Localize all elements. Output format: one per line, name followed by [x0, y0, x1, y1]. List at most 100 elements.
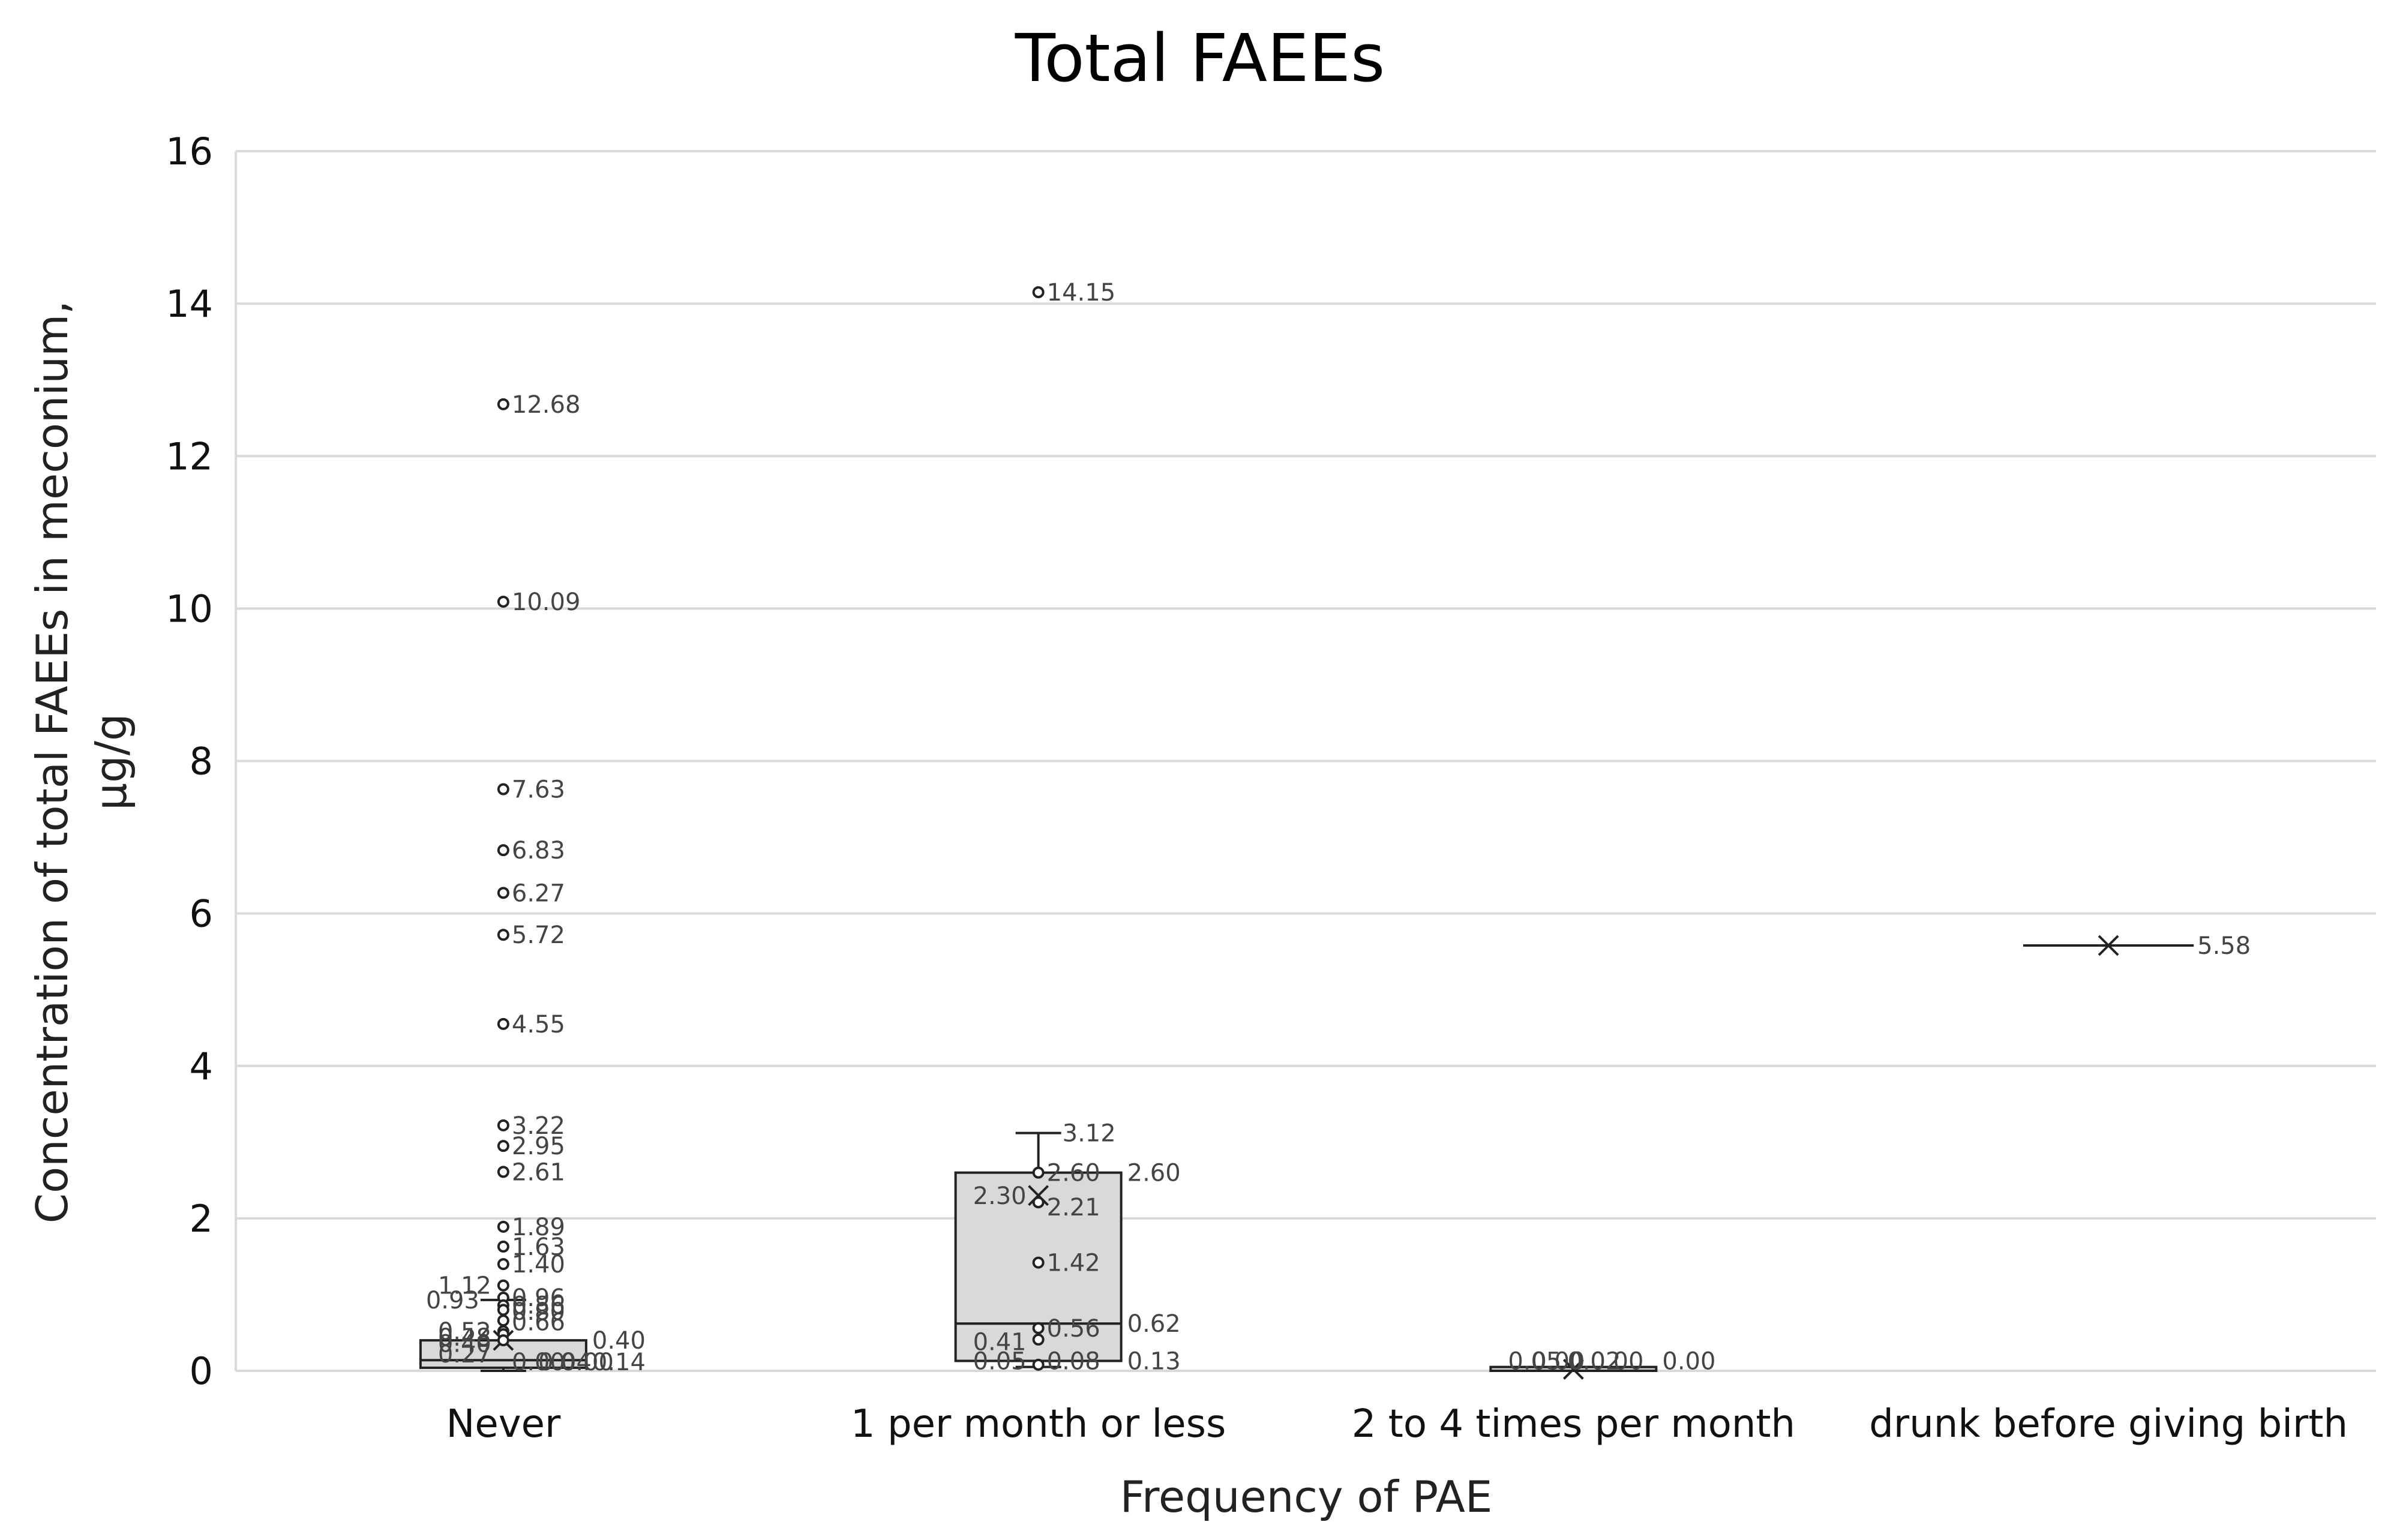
data-label: 0.00	[1662, 1347, 1715, 1375]
y-axis-title-line-1: Concentration of total FAEEs in meconium…	[27, 301, 77, 1223]
box-group: 14.15 3.12 2.60 2.60 2.30 2.21 1.42 0.62 0.56 0.4…	[954, 279, 1181, 1375]
data-label: 3.12	[1063, 1120, 1116, 1148]
data-label: 0.08	[1047, 1347, 1100, 1375]
data-label: 0.00	[560, 1349, 614, 1376]
data-label: 0.05	[1508, 1347, 1561, 1375]
x-tick-label: 1 per month or less	[851, 1402, 1226, 1446]
data-label: 0.93	[426, 1287, 479, 1314]
data-label: 0.27	[438, 1341, 491, 1368]
y-tick-label: 2	[190, 1197, 213, 1241]
outlier-point	[497, 1119, 509, 1131]
x-tick-label: 2 to 4 times per month	[1352, 1402, 1795, 1446]
outlier-point	[497, 1220, 509, 1233]
data-label: 0.00	[512, 1349, 565, 1376]
data-label: 1.89	[512, 1214, 565, 1241]
data-label: 0.04	[538, 1349, 592, 1376]
data-label: 14.15	[1047, 279, 1116, 307]
chart-title: Total FAEEs	[1015, 20, 1385, 97]
data-label: 1.40	[512, 1251, 565, 1278]
outlier-point	[497, 1314, 509, 1327]
data-point	[1032, 1358, 1045, 1371]
y-tick-label: 8	[190, 740, 213, 783]
y-tick-label: 12	[166, 434, 213, 478]
y-tick-label: 14	[166, 282, 213, 326]
data-label: 2.61	[512, 1158, 565, 1186]
data-label: 2.60	[1127, 1160, 1181, 1187]
outlier-point	[497, 1258, 509, 1271]
x-axis-title: Frequency of PAE	[1120, 1472, 1493, 1522]
data-label: 2.21	[1047, 1194, 1100, 1221]
data-label: 0.86	[512, 1292, 565, 1320]
data-label: 4.55	[512, 1011, 565, 1038]
data-label: 0.66	[512, 1309, 565, 1337]
data-label: 1.42	[1047, 1250, 1100, 1277]
y-tick-label: 16	[166, 130, 213, 173]
data-label: 0.02	[1567, 1347, 1621, 1375]
data-label: 0.41	[973, 1329, 1027, 1356]
data-point	[1032, 1322, 1045, 1334]
outlier-point	[497, 929, 509, 941]
outlier-point	[497, 844, 509, 857]
data-label: 5.72	[512, 921, 565, 949]
data-label: 0.00	[1531, 1347, 1585, 1375]
outlier-point	[497, 1334, 509, 1347]
x-tick-label: Never	[446, 1402, 561, 1446]
data-label: 0.14	[592, 1349, 646, 1376]
outlier-point	[497, 1017, 509, 1030]
y-tick-label: 6	[190, 892, 213, 936]
gridlines	[235, 150, 2376, 1372]
y-tick-label: 10	[166, 587, 213, 631]
y-axis-ticks: 0 2 4 6 8 10 12 14 16	[166, 130, 213, 1393]
data-label: 10.09	[512, 589, 581, 616]
box-group: 0.050.000.020.00 0.00	[1489, 1347, 1715, 1380]
y-tick-label: 0	[190, 1349, 213, 1393]
outlier-point	[497, 1279, 509, 1292]
y-axis-title: Concentration of total FAEEs in meconium…	[27, 301, 136, 1223]
outlier-point	[497, 1304, 509, 1316]
outlier-point	[497, 1240, 509, 1253]
data-label: 0.05	[973, 1347, 1027, 1375]
data-label: 2.95	[512, 1133, 565, 1160]
data-label: 7.63	[512, 776, 565, 804]
box-group: 12.68 10.09 7.63 6.83 6.27 5.72 4.55 3.222.952.…	[419, 391, 646, 1376]
outlier-point	[497, 398, 509, 410]
mean-marker	[1562, 1359, 1584, 1380]
data-label: 2.30	[973, 1182, 1027, 1210]
x-tick-label: drunk before giving birth	[1869, 1402, 2348, 1446]
data-label: 5.58	[2197, 932, 2251, 960]
data-label: 1.12	[438, 1272, 491, 1300]
data-label: 12.68	[512, 391, 581, 419]
data-label: 6.27	[512, 879, 565, 907]
outlier-point	[497, 887, 509, 899]
data-label: 0.40	[438, 1330, 491, 1358]
data-point	[1032, 1166, 1045, 1179]
data-point	[1032, 1333, 1045, 1346]
data-label: 0.62	[1127, 1310, 1181, 1338]
data-point	[1032, 1256, 1045, 1269]
data-label: 2.60	[1047, 1160, 1100, 1187]
data-label: 0.48	[438, 1324, 491, 1352]
data-label: 0.96	[512, 1284, 565, 1312]
data-label: 0.40	[592, 1327, 646, 1355]
data-label: 0.80	[512, 1298, 565, 1326]
outlier-point	[1032, 286, 1045, 299]
data-label: 0.52	[438, 1318, 491, 1346]
y-axis-title-line-2: μg/g	[86, 713, 136, 810]
data-point	[1032, 1196, 1045, 1209]
y-tick-label: 4	[190, 1044, 213, 1088]
outlier-point	[497, 783, 509, 795]
data-label: 0.56	[1047, 1315, 1100, 1343]
data-label: 0.00	[1590, 1347, 1643, 1375]
iqr-box	[419, 1339, 587, 1369]
plot-area: 12.6810.097.636.836.275.724.553.222.952.…	[419, 279, 2251, 1380]
outlier-point	[497, 595, 509, 608]
data-label: 1.63	[512, 1233, 565, 1261]
data-label: 0.13	[1127, 1347, 1181, 1375]
mean-marker	[1028, 1185, 1049, 1206]
outlier-point	[497, 1140, 509, 1152]
data-label: 6.83	[512, 837, 565, 864]
outlier-point	[497, 1166, 509, 1178]
data-label: 3.22	[512, 1112, 565, 1140]
x-axis-ticks: Never 1 per month or less 2 to 4 times per…	[446, 1402, 2348, 1446]
